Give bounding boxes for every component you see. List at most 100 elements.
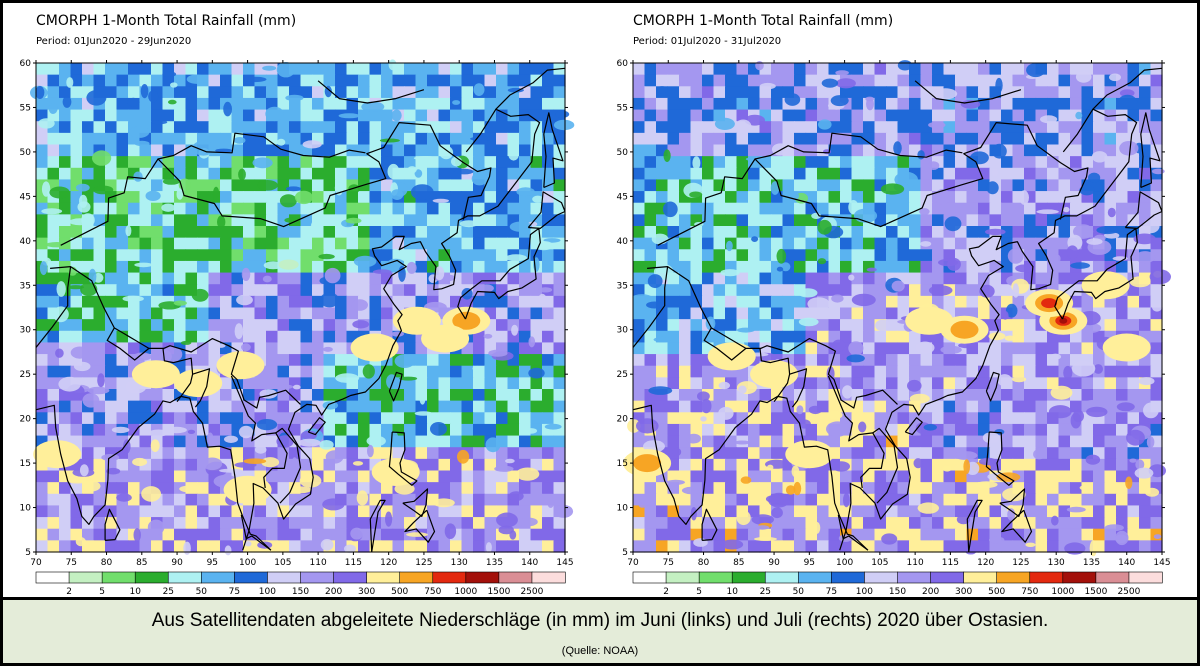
rainfall-cell (300, 365, 313, 378)
rainfall-cell (920, 249, 933, 262)
rainfall-cell (323, 528, 336, 541)
rainfall-cell (989, 447, 1002, 460)
rainfall-blob (960, 99, 981, 109)
rainfall-cell (116, 342, 129, 355)
rainfall-cell (1001, 63, 1014, 76)
rainfall-cell (208, 97, 221, 111)
rainfall-cell (139, 237, 152, 250)
rainfall-cell (909, 400, 922, 413)
rainfall-cell (369, 377, 382, 390)
rainfall-cell (323, 365, 336, 378)
rainfall-cell (358, 400, 371, 413)
rainfall-cell (174, 249, 187, 262)
rainfall-cell (300, 97, 313, 111)
rainfall-cell (748, 132, 761, 146)
rainfall-cell (277, 342, 290, 355)
rainfall-cell (955, 284, 968, 297)
rainfall-cell (139, 179, 152, 192)
rainfall-cell (277, 144, 290, 157)
rainfall-cell (1001, 412, 1014, 425)
rainfall-cell (300, 284, 313, 297)
rainfall-cell (748, 295, 761, 309)
lat-tick-label: 25 (20, 370, 31, 380)
rainfall-cell (667, 237, 680, 250)
rainfall-cell (47, 470, 60, 483)
rainfall-cell (392, 505, 405, 518)
rainfall-blob (148, 429, 169, 437)
rainfall-cell (266, 167, 279, 181)
rainfall-blob (785, 191, 799, 201)
rainfall-cell (863, 330, 876, 344)
rainfall-cell (771, 214, 784, 227)
rainfall-cell (1093, 260, 1106, 274)
rainfall-cell (656, 412, 669, 425)
rainfall-cell (369, 121, 382, 134)
rainfall-cell (266, 214, 279, 227)
rainfall-cell (220, 447, 233, 460)
rainfall-blob (689, 191, 703, 198)
rainfall-cell (989, 109, 1002, 122)
rainfall-blob (92, 150, 112, 166)
rainfall-cell (1012, 74, 1025, 87)
rainfall-cell (461, 272, 474, 285)
rainfall-blob (324, 85, 332, 98)
rainfall-cell (1047, 86, 1060, 99)
rainfall-blob (915, 341, 935, 354)
rainfall-blob (1088, 172, 1101, 183)
rainfall-cell (346, 121, 359, 134)
rainfall-cell (415, 365, 428, 378)
lon-tick-label: 85 (733, 558, 744, 568)
rainfall-cell (851, 389, 864, 402)
rainfall-cell (713, 86, 726, 99)
rainfall-cell (1012, 132, 1025, 146)
rainfall-cell (197, 447, 210, 460)
rainfall-cell (644, 97, 657, 111)
rainfall-cell (736, 249, 749, 262)
rainfall-cell (381, 191, 394, 204)
rainfall-cell (139, 447, 152, 460)
coastline (1001, 509, 1033, 543)
rainfall-cell (392, 237, 405, 250)
rainfall-cell (47, 330, 60, 344)
rainfall-cell (1093, 132, 1106, 146)
rainfall-cell (690, 377, 703, 390)
rainfall-cell (1127, 412, 1140, 425)
rainfall-cell (909, 528, 922, 541)
rainfall-cell (644, 179, 657, 192)
rainfall-cell (553, 284, 566, 297)
rainfall-cell (392, 284, 405, 297)
rainfall-cell (93, 354, 106, 367)
rainfall-cell (358, 272, 371, 285)
rainfall-blob (488, 349, 508, 357)
rainfall-hotspot (1102, 333, 1151, 362)
rainfall-cell (151, 260, 164, 274)
rainfall-cell (1116, 214, 1129, 227)
rainfall-cell (358, 132, 371, 146)
rainfall-cell (782, 214, 795, 227)
rainfall-cell (70, 412, 83, 425)
rainfall-cell (220, 156, 233, 169)
rainfall-cell (105, 295, 118, 309)
lon-tick-label: 115 (942, 558, 959, 568)
rainfall-blob (818, 119, 832, 130)
rainfall-cell (220, 295, 233, 309)
rainfall-blob (866, 97, 874, 111)
rainfall-cell (151, 389, 164, 402)
rainfall-blob (927, 161, 940, 171)
rainfall-cell (312, 179, 325, 192)
rainfall-cell (461, 470, 474, 483)
rainfall-cell (105, 109, 118, 122)
rainfall-cell (185, 330, 198, 344)
rainfall-cell (955, 505, 968, 518)
rainfall-cell (197, 342, 210, 355)
rainfall-cell (415, 249, 428, 262)
rainfall-cell (690, 202, 703, 215)
rainfall-cell (1139, 260, 1152, 274)
rainfall-cell (886, 167, 899, 181)
lon-tick-label: 75 (66, 558, 77, 568)
rainfall-cell (679, 505, 692, 518)
rainfall-cell (231, 272, 244, 285)
rainfall-cell (955, 295, 968, 309)
rainfall-cell (162, 400, 175, 413)
rainfall-blob (1063, 206, 1070, 213)
